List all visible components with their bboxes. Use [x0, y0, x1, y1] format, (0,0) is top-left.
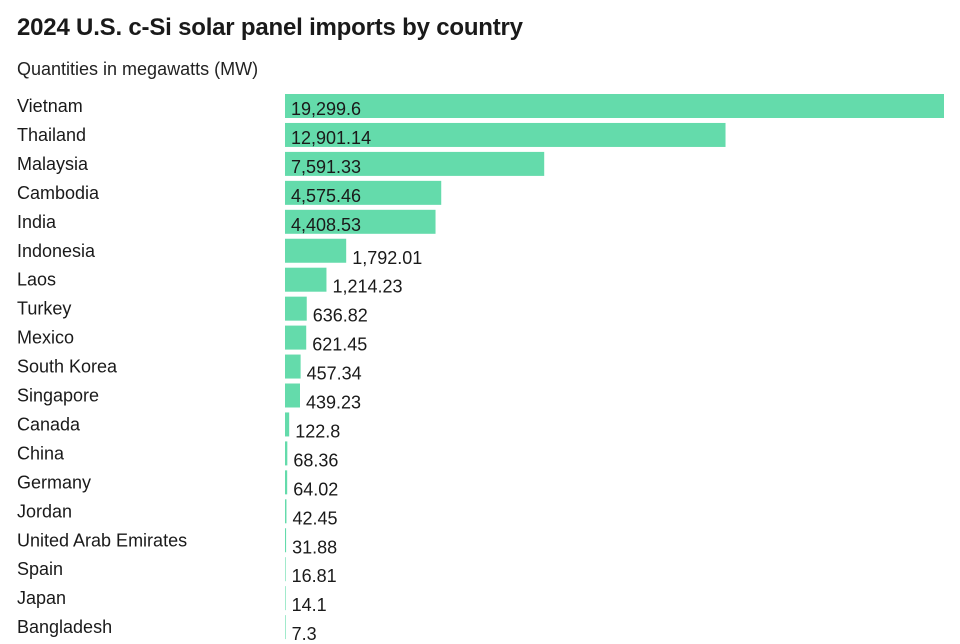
category-label: United Arab Emirates — [17, 530, 187, 550]
category-label: Malaysia — [17, 154, 89, 174]
value-label: 439.23 — [306, 393, 361, 413]
category-label: Laos — [17, 270, 56, 290]
category-label: Indonesia — [17, 241, 96, 261]
value-label: 19,299.6 — [291, 99, 361, 119]
bar — [285, 354, 301, 379]
bar — [285, 615, 286, 640]
bar — [285, 122, 726, 147]
category-label: Singapore — [17, 386, 99, 406]
category-label: Cambodia — [17, 183, 100, 203]
value-label: 636.82 — [313, 306, 368, 326]
category-label: India — [17, 212, 57, 232]
bar — [285, 470, 288, 495]
bar — [285, 94, 944, 118]
category-label: South Korea — [17, 357, 118, 377]
value-label: 621.45 — [312, 335, 367, 355]
value-label: 1,792.01 — [352, 248, 422, 268]
value-label: 457.34 — [307, 364, 362, 384]
bar — [285, 499, 287, 524]
category-label: Canada — [17, 414, 81, 434]
category-label: Spain — [17, 559, 63, 579]
bar — [285, 383, 300, 408]
value-label: 4,575.46 — [291, 186, 361, 206]
bar — [285, 528, 287, 553]
bar — [285, 586, 286, 611]
value-label: 31.88 — [292, 537, 337, 557]
value-label: 4,408.53 — [291, 215, 361, 235]
value-label: 122.8 — [295, 421, 340, 441]
value-label: 64.02 — [293, 479, 338, 499]
value-label: 16.81 — [292, 566, 337, 586]
category-label: Mexico — [17, 328, 74, 348]
value-label: 42.45 — [292, 508, 337, 528]
chart-subtitle: Quantities in megawatts (MW) — [17, 59, 259, 79]
category-label: Germany — [17, 472, 91, 492]
category-label: Japan — [17, 588, 66, 608]
category-label: Turkey — [17, 299, 71, 319]
value-label: 14.1 — [292, 595, 327, 615]
category-label: Thailand — [17, 125, 86, 145]
value-label: 68.36 — [293, 450, 338, 470]
bar — [285, 209, 436, 234]
bar — [285, 180, 442, 205]
bar — [285, 151, 545, 176]
bar — [285, 238, 347, 263]
category-label: Bangladesh — [17, 617, 112, 637]
bar — [285, 267, 327, 292]
category-label: Jordan — [17, 501, 72, 521]
chart-title: 2024 U.S. c-Si solar panel imports by co… — [17, 14, 523, 41]
bar — [285, 557, 286, 582]
bar — [285, 412, 290, 437]
value-label: 7.3 — [292, 624, 317, 644]
value-label: 7,591.33 — [291, 157, 361, 177]
bar — [285, 441, 288, 466]
value-label: 12,901.14 — [291, 128, 371, 148]
category-label: Vietnam — [17, 96, 83, 116]
bar — [285, 325, 307, 350]
category-label: China — [17, 443, 65, 463]
bar — [285, 296, 307, 321]
value-label: 1,214.23 — [332, 277, 402, 297]
